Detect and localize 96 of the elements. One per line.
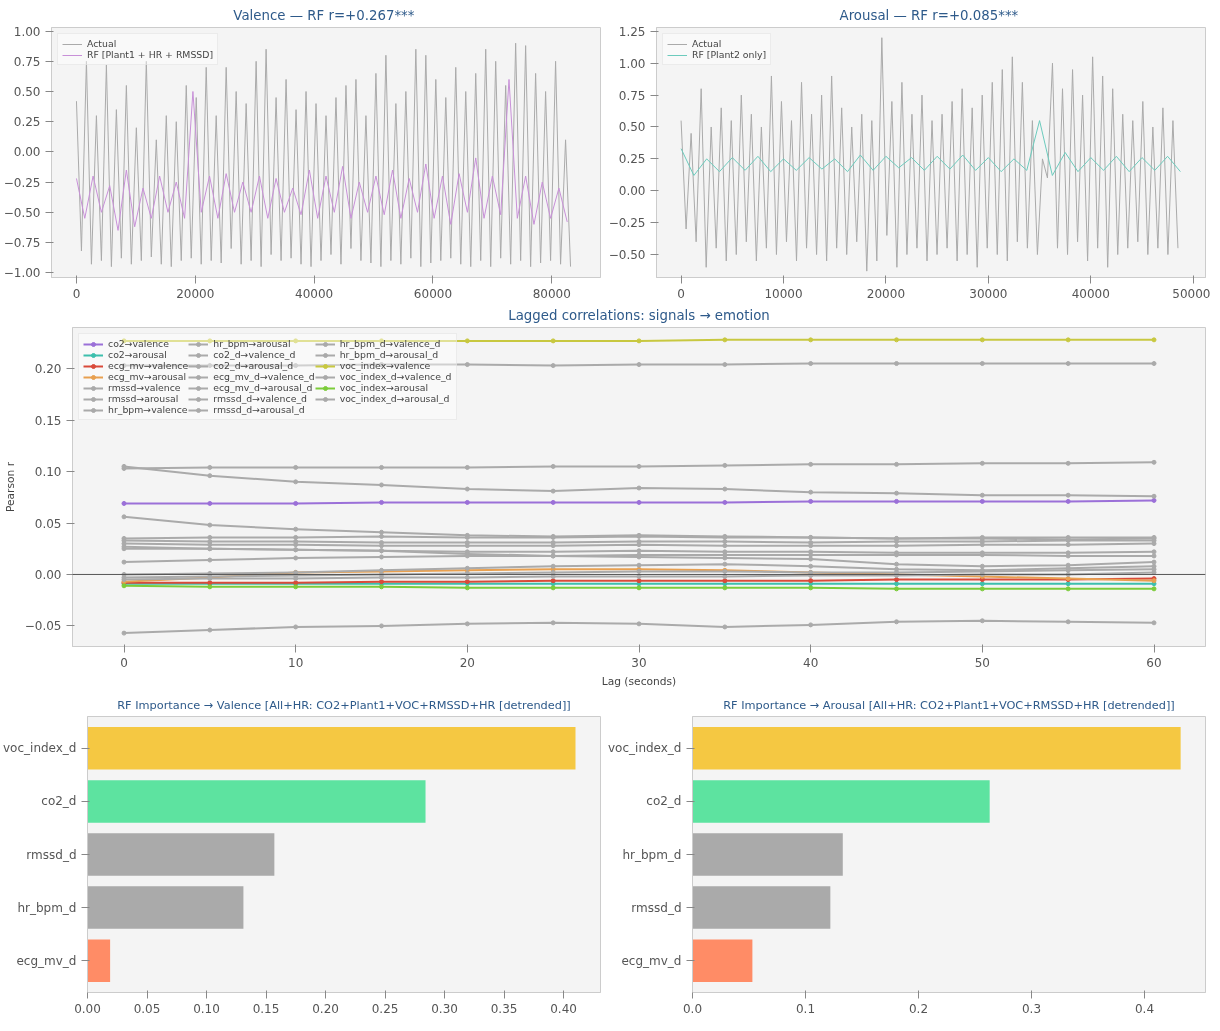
- y-tick-label: −0.25: [608, 216, 646, 231]
- y-tick-label: 0.15: [34, 413, 62, 428]
- x-tick-label: 0.05: [133, 1001, 161, 1016]
- x-tick-label: 50000: [1172, 286, 1211, 301]
- y-tick-label: 1.00: [13, 24, 41, 39]
- y-tick-label: ecg_mv_d: [621, 953, 682, 968]
- x-tick-label: 20000: [866, 286, 906, 301]
- y-axis-title: Pearson r: [3, 461, 17, 513]
- y-tick-label: hr_bpm_d: [622, 847, 682, 862]
- x-tick-label: 20000: [176, 286, 215, 301]
- y-tick-label: 0.25: [13, 115, 41, 130]
- chart-title: RF Importance → Arousal [All+HR: CO2+Plant1+VOC+RMSSD+HR [detrended]]: [723, 697, 1175, 712]
- x-tick-label: 80000: [532, 286, 571, 301]
- legend-label: hr_bpm_d→arousal_d: [339, 349, 439, 360]
- y-tick-label: 1.25: [618, 24, 646, 39]
- x-tick-label: 10: [288, 655, 304, 670]
- legend-label: ecg_mv→valence: [108, 360, 189, 371]
- x-tick-label: 10000: [764, 286, 803, 301]
- y-tick-label: 0.00: [34, 567, 62, 582]
- chart-title: Arousal — RF r=+0.085***: [839, 7, 1019, 23]
- legend-label: hr_bpm→arousal: [213, 338, 291, 349]
- x-tick-label: 20: [459, 655, 475, 670]
- x-axis-title: Lag (seconds): [601, 674, 677, 688]
- y-tick-label: 0.25: [618, 152, 646, 167]
- x-tick-label: 40000: [1071, 286, 1110, 301]
- x-tick-label: 0.10: [193, 1001, 220, 1016]
- legend-label: co2_d→valence_d: [213, 349, 296, 360]
- chart-title: Lagged correlations: signals → emotion: [508, 307, 770, 323]
- legend-label: ecg_mv_d→arousal_d: [213, 382, 313, 393]
- y-tick-label: co2_d: [41, 794, 77, 809]
- legend-label: rmssd_d→arousal_d: [213, 404, 305, 415]
- legend-label: hr_bpm→valence: [108, 404, 188, 415]
- x-tick-label: 0.3: [1021, 1001, 1042, 1016]
- y-tick-label: −0.05: [24, 619, 62, 634]
- legend-label: co2_d→arousal_d: [213, 360, 294, 371]
- legend-label: Actual: [692, 38, 722, 49]
- legend-label: ecg_mv→arousal: [108, 371, 187, 382]
- y-tick-label: 0.75: [618, 88, 646, 103]
- x-tick-label: 0: [120, 655, 128, 670]
- legend-label: voc_index_d→valence_d: [339, 371, 452, 382]
- legend-label: co2→arousal: [108, 349, 167, 360]
- x-tick-label: 0.20: [312, 1001, 339, 1016]
- chart-title: Valence — RF r=+0.267***: [233, 7, 415, 23]
- x-tick-label: 50: [974, 655, 990, 670]
- x-tick-label: 40000: [295, 286, 334, 301]
- x-tick-label: 60: [1146, 655, 1162, 670]
- y-tick-label: 0.50: [618, 120, 646, 135]
- y-tick-label: rmssd_d: [631, 900, 682, 915]
- legend-label: rmssd_d→valence_d: [213, 393, 307, 404]
- y-tick-label: 0.75: [13, 54, 41, 69]
- y-tick-label: 0.20: [34, 362, 62, 377]
- x-tick-label: 40: [803, 655, 819, 670]
- y-tick-label: −0.50: [608, 248, 646, 263]
- y-tick-label: voc_index_d: [608, 741, 682, 756]
- x-tick-label: 60000: [413, 286, 453, 301]
- x-tick-label: 0.1: [795, 1001, 816, 1016]
- legend-label: Actual: [87, 38, 117, 49]
- x-tick-label: 0.00: [74, 1001, 101, 1016]
- x-tick-label: 0: [677, 286, 685, 301]
- x-tick-label: 0.40: [550, 1001, 577, 1016]
- legend-label: co2→valence: [108, 338, 169, 349]
- x-tick-label: 0.25: [371, 1001, 399, 1016]
- x-tick-label: 30: [631, 655, 647, 670]
- y-tick-label: −0.50: [3, 205, 41, 220]
- y-tick-label: −1.00: [3, 266, 41, 281]
- y-tick-label: −0.25: [3, 175, 41, 190]
- y-tick-label: co2_d: [646, 794, 682, 809]
- y-tick-label: 0.50: [13, 85, 41, 100]
- x-tick-label: 0: [72, 286, 81, 301]
- legend-label: voc_index_d→arousal_d: [339, 393, 450, 404]
- y-tick-label: ecg_mv_d: [16, 953, 77, 968]
- y-tick-label: 0.00: [618, 184, 646, 199]
- y-tick-label: 0.10: [34, 465, 62, 480]
- legend-label: voc_index→valence: [339, 360, 431, 371]
- x-tick-label: 0.15: [252, 1001, 280, 1016]
- x-tick-label: 0.4: [1134, 1001, 1155, 1016]
- y-tick-label: −0.75: [3, 235, 41, 250]
- legend-label: ecg_mv_d→valence_d: [213, 371, 315, 382]
- y-tick-label: rmssd_d: [26, 847, 77, 862]
- x-tick-label: 0.2: [908, 1001, 929, 1016]
- x-tick-label: 0.0: [682, 1001, 703, 1016]
- legend-label: rmssd→arousal: [108, 393, 179, 404]
- x-tick-label: 0.35: [490, 1001, 518, 1016]
- chart-title: RF Importance → Valence [All+HR: CO2+Plant1+VOC+RMSSD+HR [detrended]]: [117, 697, 571, 712]
- legend-label: rmssd→valence: [108, 382, 181, 393]
- y-tick-label: 0.00: [13, 145, 41, 160]
- legend-label: hr_bpm_d→valence_d: [339, 338, 441, 349]
- y-tick-label: voc_index_d: [3, 741, 77, 756]
- y-tick-label: hr_bpm_d: [17, 900, 77, 915]
- legend-label: RF [Plant2 only]: [692, 49, 767, 60]
- x-tick-label: 0.30: [431, 1001, 458, 1016]
- x-tick-label: 30000: [969, 286, 1008, 301]
- legend-label: voc_index→arousal: [339, 382, 429, 393]
- y-tick-label: 0.05: [34, 516, 62, 531]
- legend-label: RF [Plant1 + HR + RMSSD]: [87, 49, 214, 60]
- y-tick-label: 1.00: [618, 56, 646, 71]
